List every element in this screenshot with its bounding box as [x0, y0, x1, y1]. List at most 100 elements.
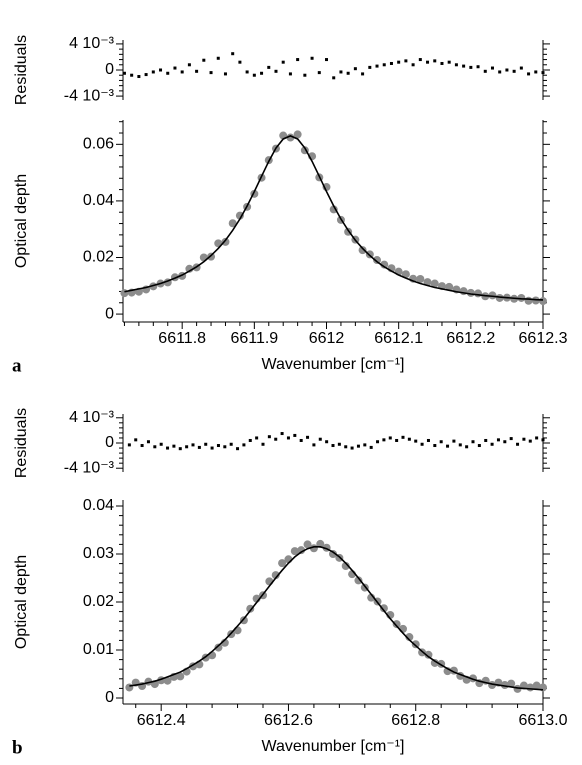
- residual-point: [339, 70, 343, 74]
- data-point: [416, 274, 425, 283]
- panel-label: b: [12, 737, 23, 758]
- residual-point: [252, 73, 256, 77]
- y-tick-label: 0.04: [83, 192, 114, 209]
- residual-point: [490, 442, 494, 446]
- residual-point: [159, 68, 163, 72]
- residual-point: [344, 445, 348, 449]
- y-axis-label: Optical depth: [13, 555, 30, 649]
- residual-point: [389, 61, 393, 65]
- data-point: [430, 279, 439, 288]
- residual-point: [440, 61, 444, 65]
- residual-point: [288, 72, 292, 76]
- residual-point: [505, 68, 509, 72]
- residual-point: [166, 446, 170, 450]
- residual-point: [229, 442, 233, 446]
- data-point: [221, 237, 230, 246]
- data-point: [424, 650, 433, 659]
- y-tick-label: 0.02: [83, 249, 114, 266]
- residual-point: [318, 437, 322, 441]
- residual-point: [260, 71, 264, 75]
- residual-point: [204, 442, 208, 446]
- data-point: [278, 559, 287, 568]
- data-point: [531, 296, 540, 305]
- x-tick-label: 6613.0: [519, 712, 568, 729]
- residual-point: [404, 59, 408, 63]
- residual-point: [166, 71, 170, 75]
- residual-point: [439, 440, 443, 444]
- residual-point: [325, 58, 329, 62]
- data-point: [373, 256, 382, 265]
- data-point: [293, 130, 302, 139]
- data-point: [176, 672, 185, 681]
- data-point: [539, 297, 547, 306]
- y-axis-label: Optical depth: [13, 174, 30, 268]
- residual-point: [317, 71, 321, 75]
- residual-point: [541, 438, 545, 442]
- residual-point: [195, 69, 199, 73]
- data-point: [524, 296, 533, 305]
- data-point: [354, 576, 363, 585]
- data-point: [392, 620, 401, 629]
- residual-point: [216, 56, 220, 60]
- residual-point: [173, 66, 177, 70]
- data-point: [358, 246, 367, 255]
- residual-point: [242, 443, 246, 447]
- data-point: [303, 540, 312, 549]
- residual-point: [346, 71, 350, 75]
- residual-point: [376, 440, 380, 444]
- y-tick-label: -4 10⁻³: [64, 87, 115, 104]
- residual-point: [178, 447, 182, 451]
- x-tick-label: 6612.8: [391, 712, 440, 729]
- residual-point: [325, 440, 329, 444]
- y-tick-label: 0.03: [83, 545, 114, 562]
- data-point: [341, 562, 350, 570]
- residual-point: [411, 63, 415, 67]
- residual-point: [293, 433, 297, 437]
- data-point: [517, 293, 526, 302]
- residual-point: [458, 443, 462, 447]
- residual-point: [159, 442, 163, 446]
- residual-point: [447, 60, 451, 64]
- residual-point: [465, 445, 469, 449]
- x-tick-label: 6612: [309, 330, 345, 347]
- residual-point: [306, 435, 310, 439]
- residual-point: [477, 444, 481, 448]
- fit-line: [129, 546, 544, 691]
- residual-point: [223, 72, 227, 76]
- residual-point: [541, 71, 545, 75]
- residual-point: [471, 440, 475, 444]
- residual-point: [197, 445, 201, 449]
- residual-point: [236, 447, 240, 451]
- data-point: [214, 643, 223, 652]
- y-tick-label: 4 10⁻³: [69, 409, 115, 426]
- x-tick-label: 6611.9: [230, 330, 278, 347]
- y-tick-label: 0.01: [83, 641, 114, 658]
- residual-point: [210, 446, 214, 450]
- residual-point: [223, 445, 227, 449]
- residual-point: [498, 70, 502, 74]
- residual-point: [146, 440, 150, 444]
- data-point: [423, 278, 432, 287]
- data-point: [329, 205, 338, 214]
- x-tick-label: 6612.2: [446, 330, 495, 347]
- residual-point: [274, 437, 278, 441]
- residual-point: [337, 442, 341, 446]
- x-tick-label: 6612.1: [374, 330, 423, 347]
- data-point: [445, 282, 454, 291]
- residual-point: [433, 444, 437, 448]
- residual-point: [462, 64, 466, 68]
- residual-point: [388, 436, 392, 440]
- residual-point: [303, 73, 307, 77]
- data-point: [271, 571, 280, 580]
- residual-point: [332, 76, 336, 80]
- residual-point: [414, 439, 418, 443]
- y-tick-label: -4 10⁻³: [64, 459, 115, 476]
- panel-label: a: [12, 355, 22, 376]
- residual-point: [503, 440, 507, 444]
- data-point: [488, 291, 497, 300]
- data-point: [380, 260, 389, 269]
- residual-point: [452, 439, 456, 443]
- data-point: [246, 604, 255, 613]
- residual-point: [137, 75, 141, 79]
- data-point: [163, 676, 172, 685]
